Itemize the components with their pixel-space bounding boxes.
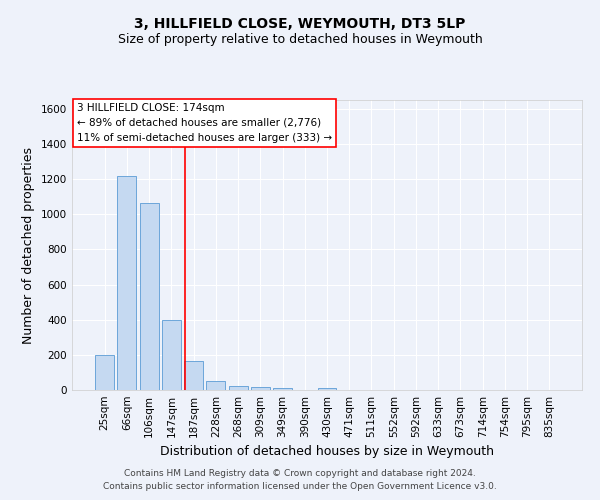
Bar [140,203,158,390]
Bar [118,176,136,390]
Bar [317,388,337,390]
Bar [229,386,248,390]
Bar [184,362,203,390]
Bar [251,388,270,390]
Text: 3, HILLFIELD CLOSE, WEYMOUTH, DT3 5LP: 3, HILLFIELD CLOSE, WEYMOUTH, DT3 5LP [134,18,466,32]
Text: Contains HM Land Registry data © Crown copyright and database right 2024.: Contains HM Land Registry data © Crown c… [124,468,476,477]
Text: 3 HILLFIELD CLOSE: 174sqm
← 89% of detached houses are smaller (2,776)
11% of se: 3 HILLFIELD CLOSE: 174sqm ← 89% of detac… [77,103,332,142]
Bar [273,388,292,390]
Text: Size of property relative to detached houses in Weymouth: Size of property relative to detached ho… [118,32,482,46]
Bar [162,320,181,390]
Bar [95,355,114,390]
Text: Contains public sector information licensed under the Open Government Licence v3: Contains public sector information licen… [103,482,497,491]
Bar [206,381,225,390]
Y-axis label: Number of detached properties: Number of detached properties [22,146,35,344]
X-axis label: Distribution of detached houses by size in Weymouth: Distribution of detached houses by size … [160,446,494,458]
